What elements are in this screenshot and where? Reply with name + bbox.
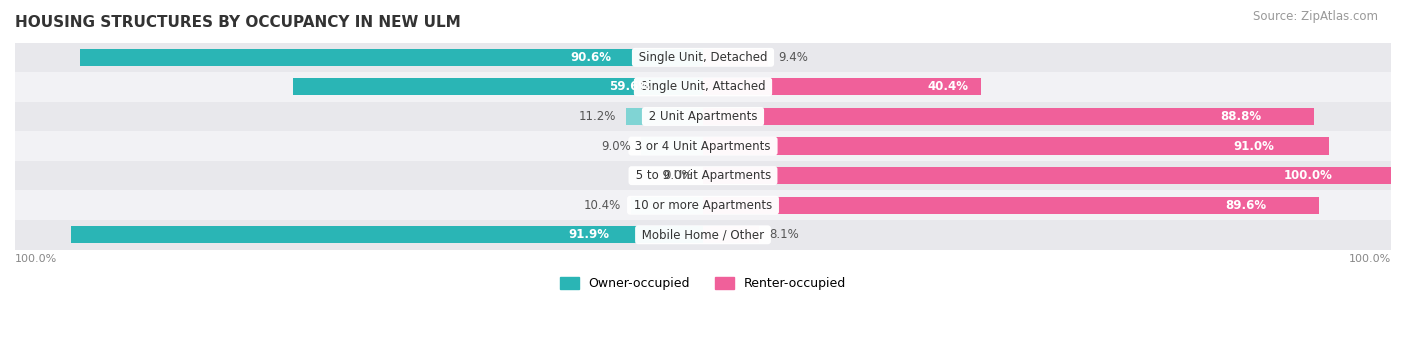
Text: 11.2%: 11.2% xyxy=(578,110,616,123)
Bar xyxy=(15,102,1391,131)
Text: HOUSING STRUCTURES BY OCCUPANCY IN NEW ULM: HOUSING STRUCTURES BY OCCUPANCY IN NEW U… xyxy=(15,15,461,30)
Bar xyxy=(15,43,1391,72)
Bar xyxy=(703,78,981,95)
Text: Source: ZipAtlas.com: Source: ZipAtlas.com xyxy=(1253,10,1378,23)
Text: 100.0%: 100.0% xyxy=(15,254,58,264)
Bar xyxy=(15,190,1391,220)
Text: 40.4%: 40.4% xyxy=(927,80,969,93)
Bar xyxy=(292,78,703,95)
Text: Mobile Home / Other: Mobile Home / Other xyxy=(638,228,768,241)
Text: 9.4%: 9.4% xyxy=(778,51,808,64)
Text: 0.0%: 0.0% xyxy=(664,169,693,182)
Bar xyxy=(703,49,768,66)
Legend: Owner-occupied, Renter-occupied: Owner-occupied, Renter-occupied xyxy=(555,272,851,295)
Text: 3 or 4 Unit Apartments: 3 or 4 Unit Apartments xyxy=(631,139,775,152)
Bar xyxy=(15,161,1391,190)
Text: 88.8%: 88.8% xyxy=(1220,110,1261,123)
Text: 100.0%: 100.0% xyxy=(1348,254,1391,264)
Text: 90.6%: 90.6% xyxy=(571,51,612,64)
Bar xyxy=(703,197,1319,214)
Bar xyxy=(70,226,703,243)
Text: 91.0%: 91.0% xyxy=(1233,139,1274,152)
Bar xyxy=(15,72,1391,102)
Bar xyxy=(15,220,1391,250)
Text: 59.6%: 59.6% xyxy=(609,80,650,93)
Bar xyxy=(80,49,703,66)
Text: Single Unit, Detached: Single Unit, Detached xyxy=(636,51,770,64)
Text: 5 to 9 Unit Apartments: 5 to 9 Unit Apartments xyxy=(631,169,775,182)
Text: 89.6%: 89.6% xyxy=(1225,199,1265,212)
Bar xyxy=(703,167,1391,184)
Bar xyxy=(15,131,1391,161)
Text: 91.9%: 91.9% xyxy=(568,228,610,241)
Text: Single Unit, Attached: Single Unit, Attached xyxy=(637,80,769,93)
Bar xyxy=(703,137,1329,155)
Text: 10 or more Apartments: 10 or more Apartments xyxy=(630,199,776,212)
Bar xyxy=(626,108,703,125)
Text: 2 Unit Apartments: 2 Unit Apartments xyxy=(645,110,761,123)
Text: 9.0%: 9.0% xyxy=(600,139,631,152)
Text: 100.0%: 100.0% xyxy=(1284,169,1333,182)
Text: 10.4%: 10.4% xyxy=(583,199,621,212)
Bar xyxy=(641,137,703,155)
Text: 8.1%: 8.1% xyxy=(769,228,799,241)
Bar xyxy=(703,108,1315,125)
Bar xyxy=(631,197,703,214)
Bar xyxy=(703,226,759,243)
